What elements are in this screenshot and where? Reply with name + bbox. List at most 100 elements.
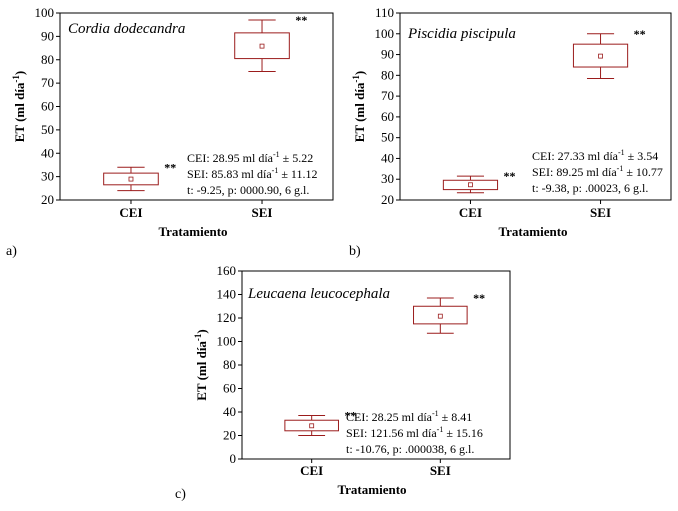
panel-label-b: b) [349,244,361,259]
box-body [284,419,339,432]
stats-text: t: -9.25, p: 0000.90, 6 g.l. [187,183,309,197]
stats-line: SEI: 89.25 ml día-1 ± 10.77 [532,164,663,179]
stats-sup: -1 [617,164,624,173]
y-tick-label: 40 [381,150,394,165]
y-tick-label: 80 [223,357,236,372]
stats-sup: -1 [273,150,280,159]
stats-sup: -1 [437,425,444,434]
box-mean-marker [437,313,443,319]
y-axis-label-sup: -1 [351,75,361,83]
significance-marker: ** [295,13,307,27]
stats-text: ± 8.41 [439,410,473,424]
y-tick-label: 40 [223,404,236,419]
stats-sup: -1 [272,166,279,175]
x-tick-label: CEI [119,205,142,220]
y-tick-label: 120 [217,310,237,325]
y-axis-label-close: ) [194,329,209,333]
stats-text: ± 11.12 [278,167,317,181]
stats-line: SEI: 85.83 ml día-1 ± 11.12 [187,166,317,181]
x-tick-label: CEI [459,205,482,220]
y-tick-label: 100 [375,26,395,41]
significance-marker: ** [504,169,516,183]
stats-text: SEI: 89.25 ml día [532,165,617,179]
box-body [413,305,468,325]
box-body [103,172,159,186]
plot-frame [399,12,672,201]
chart-title: Cordia dodecandra [68,21,185,37]
chart-title: Piscidia piscipula [407,26,516,42]
stats-line: SEI: 121.56 ml día-1 ± 15.16 [346,425,483,440]
significance-marker: ** [634,27,646,41]
y-axis-label-sup: -1 [193,333,203,341]
panel-label-a: a) [6,244,17,259]
chart-title: Leucaena leucocephala [247,286,390,302]
y-tick-label: 20 [41,192,54,207]
stats-text: ± 3.54 [625,149,659,163]
y-tick-label: 50 [41,122,54,137]
stats-text: CEI: 27.33 ml día [532,149,619,163]
y-axis-label-sup: -1 [11,75,21,83]
box-body [442,179,499,191]
y-tick-label: 140 [217,287,237,302]
y-axis-label-close: ) [352,71,367,75]
stats-line: CEI: 28.95 ml día-1 ± 5.22 [187,150,313,165]
stats-text: CEI: 28.25 ml día [346,410,433,424]
stats-text: SEI: 85.83 ml día [187,167,272,181]
y-tick-label: 30 [41,169,54,184]
y-tick-label: 100 [217,334,237,349]
y-tick-label: 70 [41,75,54,90]
y-tick-label: 40 [41,145,54,160]
y-tick-label: 110 [375,5,394,20]
significance-marker: ** [164,160,176,174]
y-tick-label: 70 [381,88,394,103]
x-axis-label: Tratamiento [337,482,406,497]
x-axis-label: Tratamiento [498,224,567,239]
stats-text: ± 10.77 [623,165,663,179]
stats-text: CEI: 28.95 ml día [187,151,274,165]
box-mean-marker [598,53,603,59]
y-axis-label-main: ET (ml día [194,341,209,401]
box-body [234,32,290,60]
y-tick-label: 50 [381,130,394,145]
y-axis-label: ET (ml día-1) [11,71,27,143]
x-tick-label: SEI [430,463,451,478]
y-tick-label: 160 [217,263,237,278]
y-tick-label: 90 [381,47,394,62]
y-axis-label-close: ) [12,71,27,75]
y-axis-label: ET (ml día-1) [193,329,209,401]
stats-line: t: -10.76, p: .000038, 6 g.l. [346,442,474,456]
box-mean-marker [259,43,265,49]
significance-marker: ** [344,409,356,423]
y-tick-label: 90 [41,28,54,43]
y-tick-label: 20 [381,192,394,207]
stats-line: CEI: 28.25 ml día-1 ± 8.41 [346,409,472,424]
y-tick-label: 60 [41,99,54,114]
y-tick-label: 60 [223,381,236,396]
y-tick-label: 100 [35,5,55,20]
y-tick-label: 20 [223,428,236,443]
box-mean-marker [309,423,315,429]
stats-line: t: -9.38, p: .00023, 6 g.l. [532,181,648,195]
y-axis-label: ET (ml día-1) [351,71,367,143]
stats-text: ± 15.16 [443,426,483,440]
y-tick-label: 60 [381,109,394,124]
stats-text: t: -9.38, p: .00023, 6 g.l. [532,181,648,195]
significance-marker: ** [473,291,485,305]
y-tick-label: 0 [230,451,237,466]
y-axis-label-main: ET (ml día [352,82,367,142]
stats-line: t: -9.25, p: 0000.90, 6 g.l. [187,183,309,197]
y-tick-label: 80 [381,67,394,82]
stats-text: SEI: 121.56 ml día [346,426,437,440]
stats-text: t: -10.76, p: .000038, 6 g.l. [346,442,474,456]
stats-text: ± 5.22 [280,151,314,165]
box-mean-marker [468,182,473,188]
x-tick-label: CEI [300,463,323,478]
x-tick-label: SEI [252,205,273,220]
stats-sup: -1 [618,148,625,157]
y-tick-label: 80 [41,52,54,67]
x-tick-label: SEI [590,205,611,220]
box-body [572,43,629,68]
